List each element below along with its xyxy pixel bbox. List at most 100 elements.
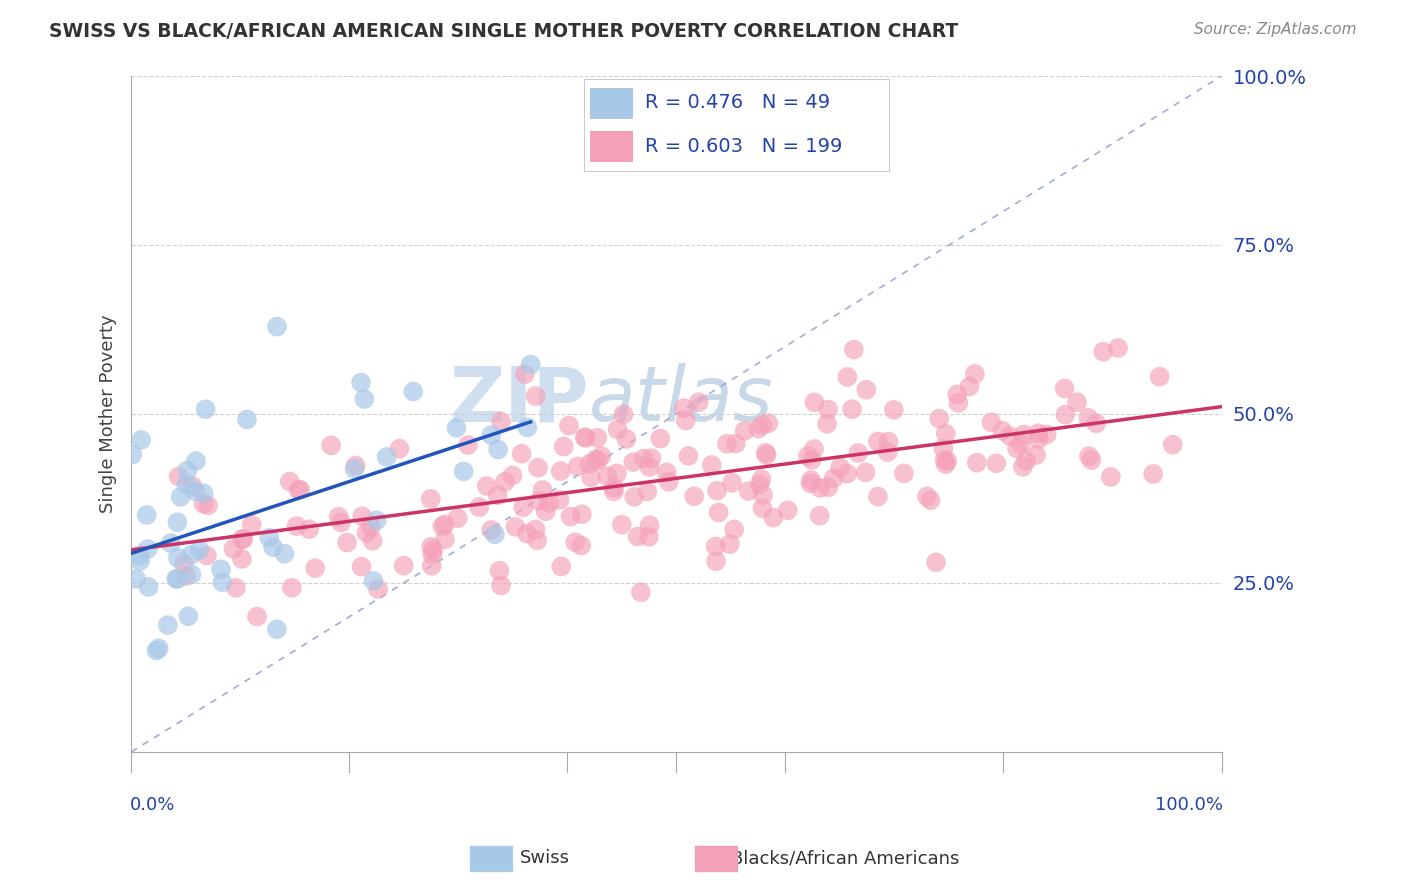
Point — [419, 491, 441, 506]
Point — [176, 463, 198, 477]
Text: 0.0%: 0.0% — [131, 796, 176, 814]
Point — [531, 483, 554, 497]
Point — [516, 526, 538, 541]
Point — [548, 492, 571, 507]
Point — [336, 535, 359, 549]
Point — [751, 418, 773, 433]
Point — [925, 555, 948, 569]
Point — [603, 481, 626, 495]
Point — [756, 416, 779, 430]
Point — [823, 471, 845, 485]
Point — [616, 432, 638, 446]
Point — [479, 428, 502, 442]
Point — [457, 438, 479, 452]
Point — [1149, 369, 1171, 384]
Point — [553, 440, 575, 454]
Point — [193, 486, 215, 500]
Point — [432, 519, 454, 533]
Point — [704, 540, 727, 554]
Point — [633, 451, 655, 466]
Point — [610, 517, 633, 532]
Point — [683, 489, 706, 503]
Point — [129, 554, 152, 568]
Point — [367, 582, 389, 596]
Point — [353, 392, 375, 406]
Point — [321, 438, 343, 452]
Point — [281, 581, 304, 595]
Point — [519, 358, 541, 372]
Point — [575, 431, 598, 445]
Point — [180, 567, 202, 582]
Point — [356, 525, 378, 540]
Text: SWISS VS BLACK/AFRICAN AMERICAN SINGLE MOTHER POVERTY CORRELATION CHART: SWISS VS BLACK/AFRICAN AMERICAN SINGLE M… — [49, 22, 959, 41]
Point — [193, 497, 215, 511]
Point — [846, 446, 869, 460]
Point — [603, 484, 626, 499]
Point — [638, 460, 661, 475]
Point — [574, 430, 596, 444]
Point — [488, 564, 510, 578]
Point — [638, 530, 661, 544]
Point — [527, 494, 550, 508]
Point — [550, 559, 572, 574]
Point — [468, 500, 491, 515]
Point — [1026, 426, 1049, 441]
Point — [986, 456, 1008, 470]
Point — [591, 449, 613, 463]
Point — [225, 581, 247, 595]
Point — [762, 510, 785, 524]
Point — [512, 500, 534, 515]
Point — [195, 549, 218, 563]
Point — [516, 420, 538, 434]
Point — [755, 448, 778, 462]
Point — [363, 574, 385, 588]
Point — [420, 548, 443, 562]
Point — [558, 418, 581, 433]
Point — [273, 547, 295, 561]
Point — [328, 509, 350, 524]
Point — [287, 483, 309, 497]
Point — [197, 499, 219, 513]
Point — [1028, 432, 1050, 446]
Point — [707, 505, 730, 519]
Point — [928, 411, 950, 425]
Point — [298, 522, 321, 536]
Point — [1010, 437, 1032, 451]
Point — [817, 480, 839, 494]
Point — [494, 475, 516, 489]
Point — [352, 509, 374, 524]
Point — [1053, 381, 1076, 395]
Point — [145, 643, 167, 657]
Point — [627, 530, 650, 544]
Point — [723, 522, 745, 536]
Point — [211, 575, 233, 590]
Point — [751, 501, 773, 516]
Point — [278, 475, 301, 489]
Point — [915, 490, 938, 504]
Point — [524, 389, 547, 403]
Point — [138, 580, 160, 594]
Point — [184, 454, 207, 468]
Point — [136, 542, 159, 557]
Point — [1066, 395, 1088, 409]
Point — [475, 479, 498, 493]
Point — [166, 516, 188, 530]
Point — [596, 469, 619, 483]
Point — [1080, 453, 1102, 467]
Point — [1077, 410, 1099, 425]
Text: 100.0%: 100.0% — [1154, 796, 1223, 814]
Point — [655, 465, 678, 479]
Point — [815, 417, 838, 431]
Point — [1012, 427, 1035, 442]
Point — [222, 541, 245, 556]
Point — [920, 493, 942, 508]
Point — [658, 475, 681, 489]
Point — [524, 523, 547, 537]
Point — [135, 508, 157, 522]
Point — [932, 442, 955, 456]
Point — [747, 422, 769, 436]
Point — [866, 434, 889, 449]
Point — [934, 453, 956, 467]
Text: Source: ZipAtlas.com: Source: ZipAtlas.com — [1194, 22, 1357, 37]
Point — [803, 395, 825, 409]
